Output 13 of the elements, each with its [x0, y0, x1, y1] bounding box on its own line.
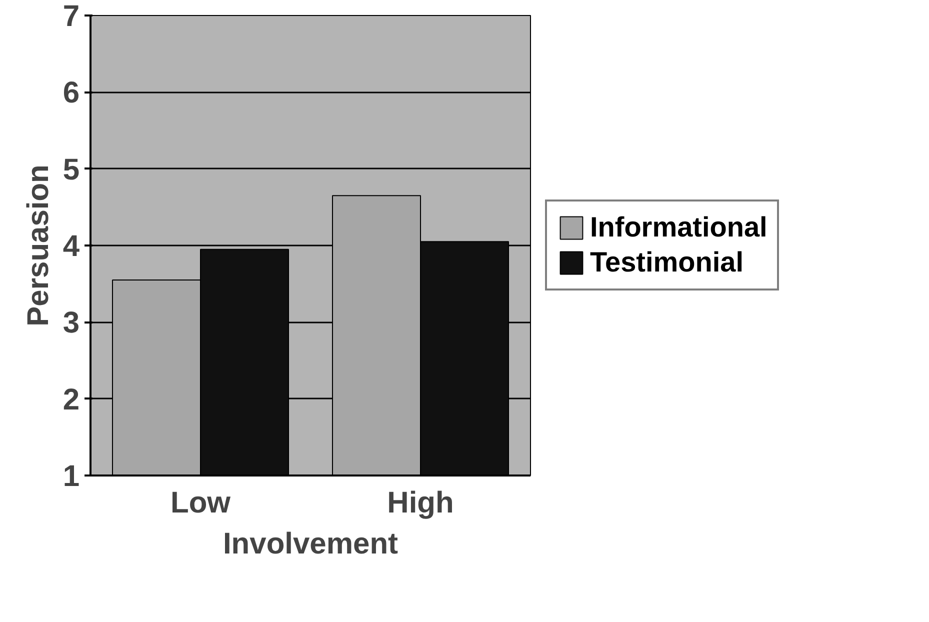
legend-label: Testimonial — [590, 246, 744, 278]
y-tick-label: 5 — [62, 153, 80, 186]
y-tick-label: 4 — [62, 230, 80, 263]
y-tick-label: 6 — [62, 76, 80, 110]
x-tick-label: High — [387, 486, 454, 520]
legend-label: Informational — [590, 212, 768, 244]
x-axis-title: Involvement — [222, 528, 398, 560]
y-tick-label: 3 — [62, 306, 80, 340]
y-tick-label: 2 — [62, 383, 80, 416]
y-tick-label: 1 — [62, 460, 80, 493]
x-tick-label: Low — [170, 486, 232, 520]
y-axis-title: Persuasion — [22, 164, 55, 326]
y-tick-label: 7 — [62, 0, 80, 33]
